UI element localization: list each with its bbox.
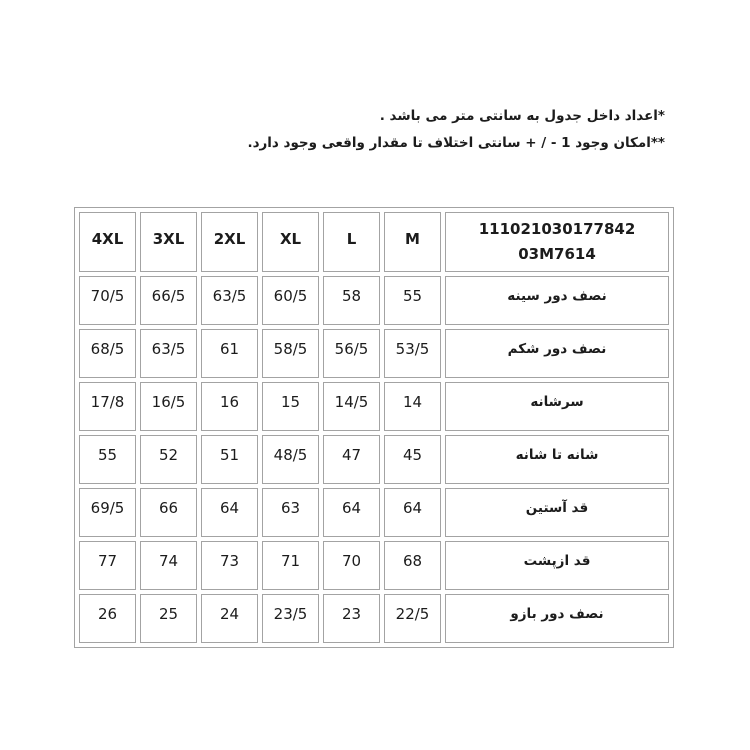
value-cell: 70 <box>323 541 380 590</box>
value-cell: 63/5 <box>140 329 197 378</box>
value-cell: 64 <box>384 488 441 537</box>
row-label-shoulder: سرشانه <box>445 382 669 431</box>
value-cell: 66 <box>140 488 197 537</box>
value-cell: 14/5 <box>323 382 380 431</box>
value-cell: 51 <box>201 435 258 484</box>
table-row-half-belly: 68/5 63/5 61 58/5 56/5 53/5 نصف دور شکم <box>79 329 669 378</box>
value-cell: 26 <box>79 594 136 643</box>
value-cell: 15 <box>262 382 319 431</box>
value-cell: 64 <box>323 488 380 537</box>
value-cell: 77 <box>79 541 136 590</box>
table-row-sleeve-length: 69/5 66 64 63 64 64 قد آستین <box>79 488 669 537</box>
value-cell: 22/5 <box>384 594 441 643</box>
size-header-3xl: 3XL <box>140 212 197 272</box>
value-cell: 64 <box>201 488 258 537</box>
size-header-xl: XL <box>262 212 319 272</box>
value-cell: 61 <box>201 329 258 378</box>
product-code-cell: 111021030177842 03M7614 <box>445 212 669 272</box>
table-header-row: 4XL 3XL 2XL XL L M 111021030177842 03M76… <box>79 212 669 272</box>
value-cell: 63/5 <box>201 276 258 325</box>
value-cell: 25 <box>140 594 197 643</box>
row-label-half-arm: نصف دور بازو <box>445 594 669 643</box>
value-cell: 56/5 <box>323 329 380 378</box>
measurement-notes: *اعداد داخل جدول به سانتی متر می باشد . … <box>247 103 665 157</box>
table-row-shoulder-to-shoulder: 55 52 51 48/5 47 45 شانه تا شانه <box>79 435 669 484</box>
value-cell: 60/5 <box>262 276 319 325</box>
value-cell: 55 <box>79 435 136 484</box>
value-cell: 68/5 <box>79 329 136 378</box>
value-cell: 58/5 <box>262 329 319 378</box>
row-label-sleeve-length: قد آستین <box>445 488 669 537</box>
value-cell: 16 <box>201 382 258 431</box>
size-header-2xl: 2XL <box>201 212 258 272</box>
value-cell: 73 <box>201 541 258 590</box>
row-label-shoulder-to-shoulder: شانه تا شانه <box>445 435 669 484</box>
table-row-half-chest: 70/5 66/5 63/5 60/5 58 55 نصف دور سینه <box>79 276 669 325</box>
value-cell: 63 <box>262 488 319 537</box>
value-cell: 53/5 <box>384 329 441 378</box>
value-cell: 48/5 <box>262 435 319 484</box>
note-line-2: **امکان وجود ‪+ / - 1‬ سانتی اختلاف تا م… <box>247 135 665 151</box>
value-cell: 16/5 <box>140 382 197 431</box>
table-row-half-arm: 26 25 24 23/5 23 22/5 نصف دور بازو <box>79 594 669 643</box>
size-chart-table: 4XL 3XL 2XL XL L M 111021030177842 03M76… <box>74 207 674 648</box>
value-cell: 74 <box>140 541 197 590</box>
value-cell: 17/8 <box>79 382 136 431</box>
value-cell: 55 <box>384 276 441 325</box>
value-cell: 69/5 <box>79 488 136 537</box>
value-cell: 70/5 <box>79 276 136 325</box>
value-cell: 23/5 <box>262 594 319 643</box>
row-label-back-length: قد ازپشت <box>445 541 669 590</box>
table-row-back-length: 77 74 73 71 70 68 قد ازپشت <box>79 541 669 590</box>
product-code-model: 03M7614 <box>518 245 596 263</box>
value-cell: 23 <box>323 594 380 643</box>
value-cell: 68 <box>384 541 441 590</box>
value-cell: 24 <box>201 594 258 643</box>
value-cell: 52 <box>140 435 197 484</box>
size-header-m: M <box>384 212 441 272</box>
note-line-1: *اعداد داخل جدول به سانتی متر می باشد . <box>379 108 665 124</box>
row-label-half-belly: نصف دور شکم <box>445 329 669 378</box>
value-cell: 45 <box>384 435 441 484</box>
value-cell: 71 <box>262 541 319 590</box>
value-cell: 58 <box>323 276 380 325</box>
row-label-half-chest: نصف دور سینه <box>445 276 669 325</box>
size-header-l: L <box>323 212 380 272</box>
value-cell: 66/5 <box>140 276 197 325</box>
value-cell: 47 <box>323 435 380 484</box>
product-code-number: 111021030177842 <box>478 220 636 238</box>
value-cell: 14 <box>384 382 441 431</box>
size-header-4xl: 4XL <box>79 212 136 272</box>
table-row-shoulder: 17/8 16/5 16 15 14/5 14 سرشانه <box>79 382 669 431</box>
